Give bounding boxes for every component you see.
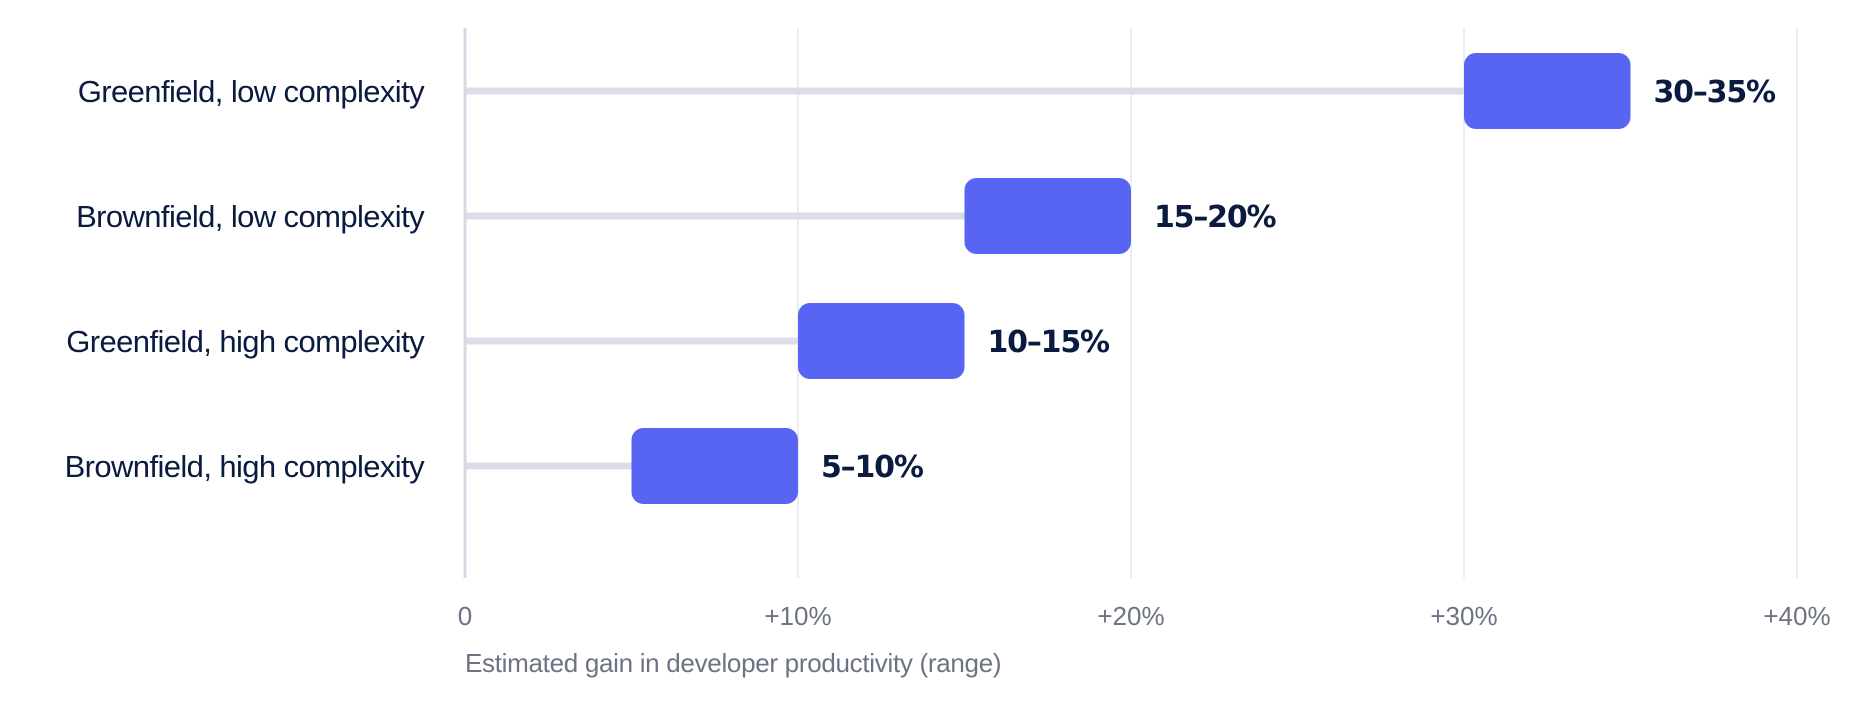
data-label: 10–15% (988, 325, 1110, 360)
range-bar (631, 428, 798, 504)
bar-layer (631, 53, 1631, 504)
range-bar (798, 303, 965, 379)
x-tick-label: +10% (764, 601, 831, 631)
category-label: Brownfield, high complexity (65, 449, 426, 484)
x-tick-label: 0 (458, 601, 472, 631)
x-tick-label: +30% (1430, 601, 1497, 631)
data-label: 30–35% (1654, 75, 1776, 110)
data-label-layer: 30–35% 15–20% 10–15% 5–10% (821, 75, 1777, 485)
range-bar (964, 178, 1131, 254)
data-label: 15–20% (1154, 200, 1276, 235)
category-label-layer: Greenfield, low complexity Brownfield, lo… (65, 74, 426, 484)
x-tick-label: +40% (1763, 601, 1830, 631)
category-label: Greenfield, high complexity (66, 324, 425, 359)
x-axis-title: Estimated gain in developer productivity… (465, 648, 1001, 678)
category-label: Brownfield, low complexity (76, 199, 425, 234)
category-label: Greenfield, low complexity (78, 74, 425, 109)
x-tick-label: +20% (1097, 601, 1164, 631)
track-layer (465, 87, 1464, 470)
data-label: 5–10% (821, 450, 924, 485)
range-bar (1464, 53, 1631, 129)
x-tick-label-layer: 0 +10% +20% +30% +40% (458, 601, 1831, 631)
